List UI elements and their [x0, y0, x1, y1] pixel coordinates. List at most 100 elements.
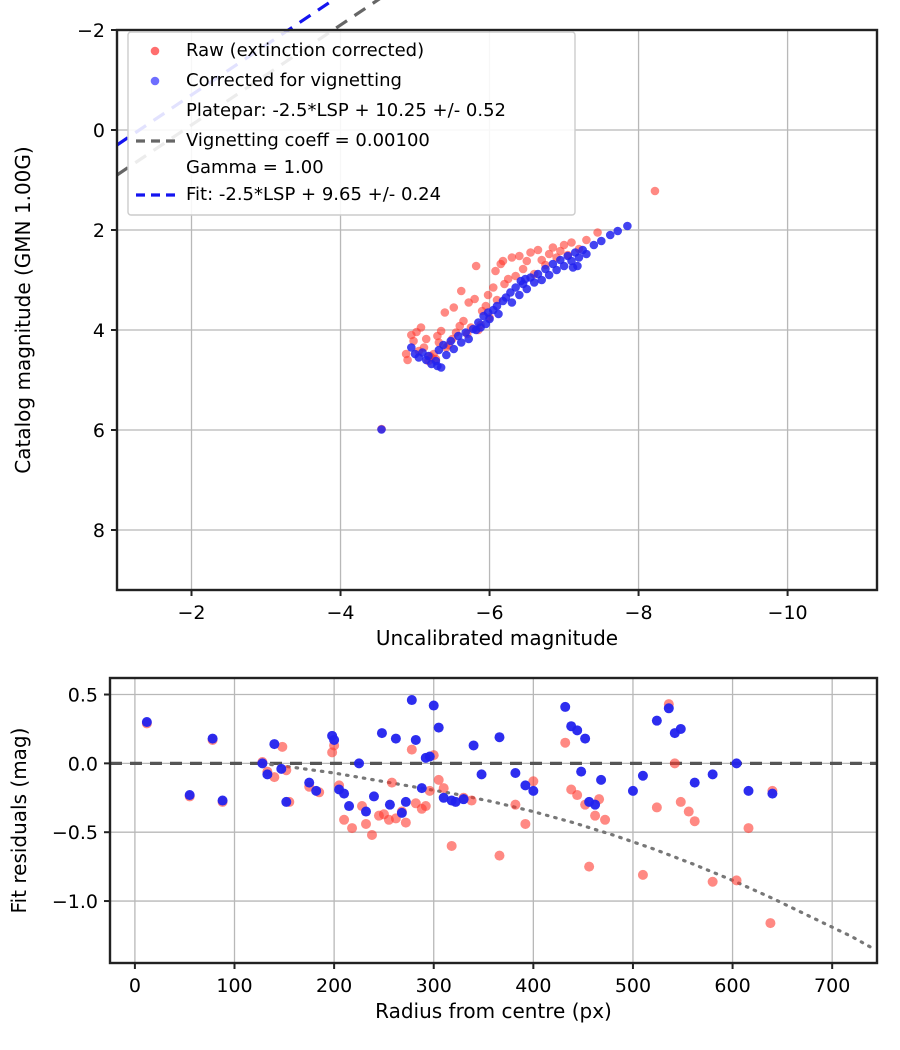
- data-point: [400, 796, 411, 807]
- data-point: [329, 734, 340, 745]
- data-point: [573, 261, 582, 271]
- xtick-label-bottom: 100: [216, 975, 252, 997]
- data-point: [410, 734, 421, 745]
- data-point: [627, 785, 638, 796]
- data-point: [522, 284, 532, 294]
- data-point: [743, 785, 754, 796]
- data-point: [683, 806, 694, 817]
- data-point: [384, 799, 395, 810]
- data-point: [533, 245, 543, 255]
- data-point: [403, 355, 412, 365]
- data-point: [707, 769, 718, 780]
- data-point: [304, 777, 315, 788]
- legend-label: Gamma = 1.00: [186, 157, 324, 178]
- data-point: [510, 799, 521, 810]
- xaxis-label-top: Uncalibrated magnitude: [376, 626, 618, 650]
- data-point: [623, 221, 632, 231]
- data-point: [518, 264, 528, 274]
- legend-item: Fit: -2.5*LSP + 9.65 +/- 0.24: [136, 184, 441, 205]
- data-point: [511, 283, 520, 292]
- data-point: [368, 791, 379, 802]
- data-point: [449, 303, 459, 312]
- data-point: [433, 774, 444, 785]
- xtick-label-bottom: 700: [814, 975, 850, 997]
- ytick-label-bottom: −1.0: [52, 891, 98, 913]
- data-point: [651, 715, 662, 726]
- data-point: [572, 790, 583, 801]
- data-point: [560, 737, 571, 748]
- data-point: [464, 334, 473, 344]
- data-point: [428, 700, 439, 711]
- data-point: [510, 768, 521, 778]
- data-point: [560, 701, 571, 712]
- data-point: [481, 301, 491, 311]
- data-point: [339, 814, 350, 825]
- xtick-label-bottom: 600: [714, 975, 750, 997]
- data-point: [461, 328, 471, 337]
- xtick-label-bottom: 500: [615, 975, 651, 997]
- scatter-corrected-top: [377, 221, 632, 434]
- data-point: [453, 331, 463, 341]
- data-point: [450, 796, 461, 807]
- data-point: [567, 256, 576, 266]
- data-point: [184, 790, 195, 801]
- data-point: [520, 780, 531, 791]
- xtick-label-top: −2: [178, 602, 206, 624]
- legend-item: Gamma = 1.00: [186, 157, 324, 178]
- data-point: [483, 290, 493, 300]
- data-point: [276, 763, 287, 774]
- data-point: [262, 769, 273, 780]
- data-point: [637, 770, 648, 781]
- data-point: [689, 777, 700, 788]
- legend-label: Corrected for vignetting: [186, 70, 402, 91]
- data-point: [675, 723, 686, 734]
- data-point: [420, 801, 431, 812]
- data-point: [446, 840, 457, 851]
- panel-fit-residuals: 0 100 200 300 400 500 600 700 0.5 0.0 −0.5 −1.0 Radi…: [7, 676, 879, 1023]
- data-point: [440, 308, 450, 317]
- data-point: [311, 785, 322, 796]
- data-point: [281, 796, 292, 807]
- ytick-label-top: 4: [93, 320, 105, 342]
- data-point: [217, 795, 228, 806]
- data-point: [520, 818, 531, 829]
- ytick-label-bottom: −0.5: [52, 822, 98, 844]
- data-point: [488, 283, 498, 292]
- data-point: [584, 861, 595, 872]
- data-point: [416, 783, 427, 794]
- data-point: [552, 265, 561, 275]
- scatter-corrected-bottom: [141, 695, 778, 818]
- data-point: [574, 253, 584, 262]
- ytick-label-bottom: 0.5: [68, 685, 98, 707]
- vignetting-curve: [260, 761, 874, 950]
- data-point: [390, 733, 401, 744]
- data-point: [433, 722, 444, 733]
- data-point: [407, 343, 416, 352]
- data-point: [669, 758, 680, 769]
- xaxis-label-bottom: Radius from centre (px): [375, 999, 612, 1023]
- legend-frame: [127, 31, 576, 216]
- data-point: [580, 733, 591, 744]
- data-point: [376, 728, 387, 739]
- data-point: [731, 875, 742, 886]
- data-point: [765, 918, 776, 929]
- data-point: [436, 363, 446, 372]
- plot-background-bottom: [110, 678, 877, 963]
- legend-marker-dot: [150, 76, 160, 86]
- data-point: [400, 817, 411, 828]
- axes-top: −2 −4 −6 −8 −10 −2 0 2 4 6 8 Uncalibrated magnitude…: [11, 20, 879, 650]
- data-point: [421, 334, 431, 344]
- axes-bottom: 0 100 200 300 400 500 600 700 0.5 0.0 −0.5 −1.0 Radi…: [7, 676, 879, 1023]
- data-point: [515, 290, 524, 300]
- data-point: [528, 776, 539, 787]
- xtick-label-bottom: 400: [515, 975, 551, 997]
- data-point: [689, 816, 700, 827]
- data-point: [498, 256, 508, 266]
- data-point: [590, 810, 601, 821]
- data-point: [485, 314, 494, 324]
- data-point: [596, 774, 607, 785]
- data-point: [637, 869, 648, 880]
- data-point: [507, 253, 517, 262]
